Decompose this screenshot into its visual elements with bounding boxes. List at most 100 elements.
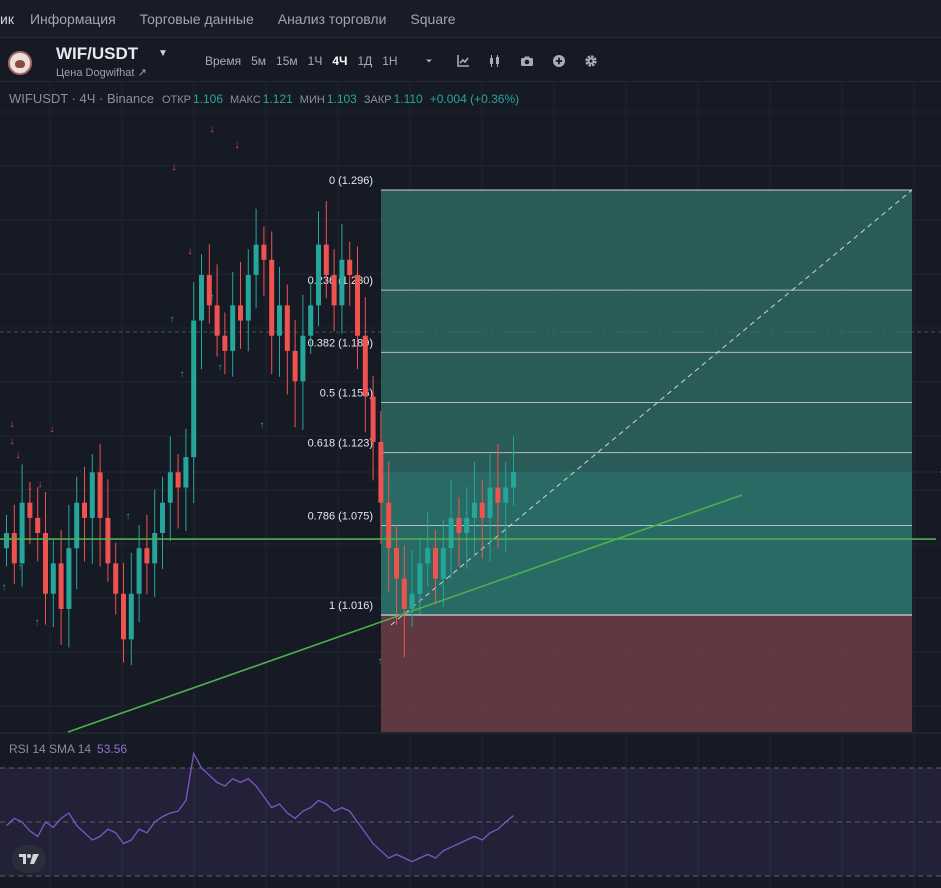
plus-circle-icon[interactable]	[552, 54, 566, 68]
rsi-line	[6, 751, 514, 863]
price-subtitle-link[interactable]: Цена Dogwifhat ↗	[56, 67, 147, 79]
candle-body	[495, 487, 501, 503]
legend-high-value: 1.121	[262, 92, 293, 106]
sell-arrow-marker: ↓	[16, 450, 21, 461]
candle-body	[316, 244, 321, 306]
candle-body	[277, 305, 282, 336]
candle-body	[362, 335, 368, 397]
candle-body	[66, 548, 72, 609]
price-chart-canvas[interactable]: 0 (1.296)0.236 (1.230)0.382 (1.189)0.5 (…	[0, 82, 941, 888]
candle-body	[144, 548, 150, 564]
candle-body	[479, 502, 485, 518]
camera-icon[interactable]	[520, 54, 534, 68]
candle-body	[487, 487, 493, 518]
candle-body	[19, 502, 25, 564]
nav-tab-info[interactable]: Информация	[29, 10, 116, 27]
tradingview-logo-icon[interactable]	[12, 845, 46, 873]
fib-level-label: 0.382 (1.189)	[308, 337, 373, 349]
candle-body	[355, 275, 360, 336]
candle-body	[472, 502, 477, 518]
candle-body	[339, 259, 345, 306]
timeframe-15m[interactable]: 15м	[276, 54, 298, 68]
chart-area[interactable]: 0 (1.296)0.236 (1.230)0.382 (1.189)0.5 (…	[0, 82, 941, 888]
candle-body	[433, 548, 438, 579]
nav-tab-trading-data[interactable]: Торговые данные	[139, 10, 254, 27]
timeframe-5m[interactable]: 5м	[251, 54, 267, 68]
sell-arrow-marker: ↓	[28, 482, 33, 493]
candle-body	[50, 563, 56, 594]
stop-zone	[381, 615, 912, 732]
legend-close-value: 1.110	[393, 92, 423, 106]
timeframe-1w[interactable]: 1Н	[382, 54, 398, 68]
legend-change-value: +0.004 (+0.36%)	[429, 92, 520, 106]
candle-body	[89, 472, 95, 518]
sell-arrow-marker: ↓	[38, 479, 43, 490]
candle-body	[58, 563, 64, 609]
signal-markers: ↓↓↓↓ ↓↓↓↓↓↓↑↑↑↑↑↑↑↑↑↑	[2, 124, 383, 667]
candle-body	[292, 350, 298, 382]
ohlc-legend: WIFUSDT · 4Ч · Binance ОТКР 1.106 МАКС 1…	[9, 91, 526, 106]
rsi-value: 53.56	[97, 742, 128, 756]
time-button[interactable]: Время	[205, 54, 242, 68]
chevron-down-icon[interactable]	[422, 54, 436, 68]
ascending-trend-line	[67, 494, 743, 733]
buy-arrow-marker: ↑	[210, 292, 215, 303]
legend-high-label: МАКС	[230, 94, 261, 106]
buy-arrow-marker: ↑	[180, 369, 185, 380]
fib-level-label: 0.786 (1.075)	[308, 510, 373, 522]
candle-type-icon[interactable]	[488, 54, 502, 68]
buy-arrow-marker: ↑	[2, 582, 7, 593]
rsi-pane	[0, 732, 941, 877]
candle-body	[136, 548, 142, 594]
candle-body	[440, 548, 446, 579]
timeframe-4h[interactable]: 4Ч	[332, 54, 348, 68]
candle-body	[82, 502, 87, 518]
candle-body	[167, 472, 173, 503]
nav-tab-trading-analysis[interactable]: Анализ торговли	[277, 10, 387, 27]
candle-body	[97, 472, 103, 518]
candle-body	[160, 502, 165, 534]
legend-low-value: 1.103	[326, 92, 357, 106]
buy-arrow-marker: ↑	[18, 562, 23, 573]
candle-body	[456, 517, 462, 534]
legend-open-label: ОТКР	[161, 94, 191, 106]
candle-body	[199, 275, 204, 321]
candle-body	[503, 487, 509, 503]
candle-body	[323, 244, 329, 275]
candle-body	[105, 517, 111, 564]
candle-body	[386, 502, 392, 549]
gear-icon[interactable]	[584, 54, 598, 68]
rsi-label: RSI 14 SMA 14	[9, 742, 92, 756]
candle-body	[347, 259, 353, 275]
indicator-icon[interactable]	[456, 54, 470, 68]
candle-body	[308, 305, 314, 336]
nav-tab-square[interactable]: Square	[410, 10, 456, 27]
buy-arrow-marker: ↑	[378, 656, 383, 667]
candle-body	[417, 563, 423, 594]
legend-close-label: ЗАКР	[363, 94, 392, 106]
sell-arrow-marker: ↓	[210, 124, 215, 135]
candle-body	[269, 259, 275, 336]
candle-body	[214, 305, 220, 336]
sell-arrow-marker: ↓	[10, 419, 15, 430]
position-zones	[381, 189, 913, 732]
candle-body	[238, 305, 243, 321]
candle-body	[300, 335, 306, 382]
fib-retracement: 0 (1.296)0.236 (1.230)0.382 (1.189)0.5 (…	[308, 175, 912, 616]
nav-tab-chart[interactable]: ик	[0, 10, 14, 27]
buy-arrow-marker: ↑	[260, 420, 265, 431]
candle-body	[11, 533, 17, 564]
candle-body	[121, 593, 126, 640]
timeframe-1d[interactable]: 1Д	[357, 54, 373, 68]
candle-body	[253, 244, 259, 275]
symbol-dropdown-icon[interactable]: ▼	[158, 48, 168, 59]
candle-body	[152, 533, 158, 564]
fib-level-label: 0 (1.296)	[329, 175, 373, 187]
candle-body	[43, 533, 48, 594]
candle-body	[448, 517, 454, 549]
timeframe-1h[interactable]: 1Ч	[307, 54, 323, 68]
buy-arrow-marker: ↑	[170, 314, 175, 325]
symbol-name[interactable]: WIF/USDT	[56, 44, 139, 63]
candle-body	[245, 275, 251, 321]
candle-body	[230, 305, 236, 351]
